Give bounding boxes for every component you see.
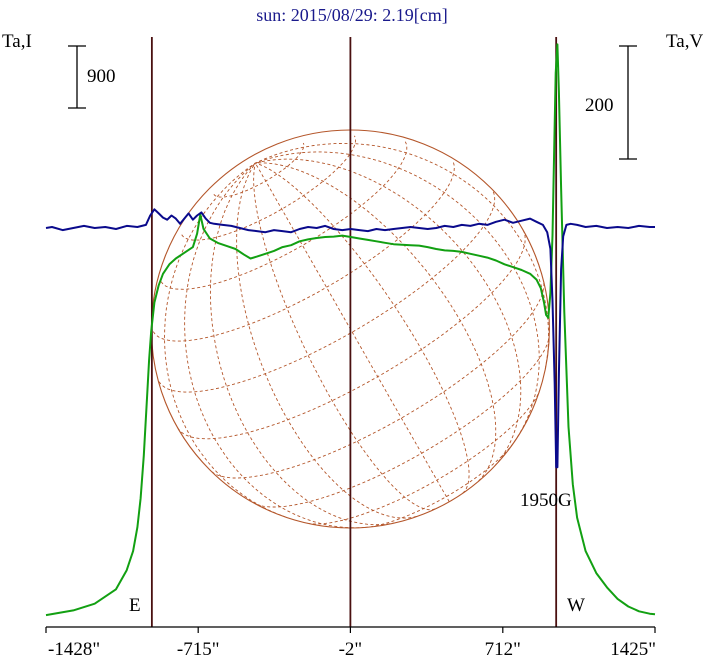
x-tick-label: -715" bbox=[177, 639, 220, 660]
x-tick-label: 712" bbox=[485, 639, 521, 660]
scale-bar-left-label: 900 bbox=[87, 66, 116, 87]
left-axis-label: Ta,I bbox=[2, 31, 32, 52]
x-tick-label: 1425" bbox=[610, 639, 656, 660]
x-tick-label: -1428" bbox=[48, 639, 100, 660]
parallel-line bbox=[213, 142, 305, 198]
meridian-line bbox=[255, 151, 540, 443]
right-axis-label: Ta,V bbox=[666, 31, 703, 52]
west-limb-label: W bbox=[567, 595, 585, 616]
parallel-line bbox=[152, 160, 455, 342]
meridian-line bbox=[255, 162, 497, 482]
parallel-line bbox=[256, 336, 550, 508]
scale-bar-right-label: 200 bbox=[585, 95, 614, 116]
meridian-line bbox=[255, 162, 470, 494]
data-series bbox=[45, 43, 656, 617]
field-strength-annotation: 1950G bbox=[520, 490, 572, 511]
intensity-series-line bbox=[45, 43, 656, 617]
scale-bar-right: 200 bbox=[585, 45, 637, 160]
parallel-line bbox=[211, 281, 545, 479]
meridian-line bbox=[236, 162, 417, 519]
scale-bar-left: 900 bbox=[68, 45, 116, 109]
x-axis-ticks: -1428" -715" -2" 712" 1425" bbox=[45, 627, 656, 660]
parallel-line bbox=[160, 141, 408, 290]
polarization-series-line bbox=[45, 208, 655, 469]
chart-title: sun: 2015/08/29: 2.19[cm] bbox=[256, 5, 448, 25]
x-tick-label: -2" bbox=[339, 639, 363, 660]
east-limb-label: E bbox=[129, 595, 141, 616]
parallel-line bbox=[307, 390, 541, 525]
meridian-line bbox=[184, 162, 365, 528]
parallel-line bbox=[158, 190, 496, 393]
parallel-line bbox=[364, 441, 515, 528]
